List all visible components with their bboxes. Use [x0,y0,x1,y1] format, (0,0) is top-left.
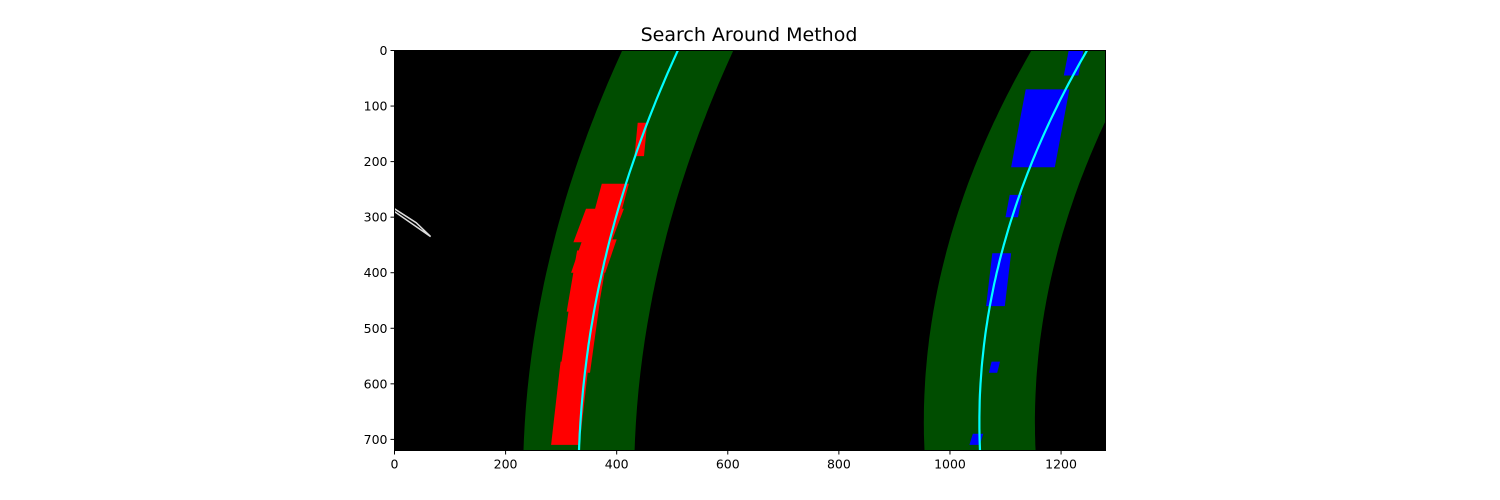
x-tick-label: 800 [827,457,851,472]
y-tick-label: 100 [364,99,388,114]
y-tick-label: 600 [364,376,388,391]
right-polynomial-fit-line [978,50,1088,451]
x-tick-label: 200 [494,457,518,472]
x-tick-label: 1200 [1045,457,1077,472]
right-lane-pixel-cluster-4 [988,361,1000,373]
x-tick-label: 1000 [934,457,966,472]
y-tick-label: 200 [364,154,388,169]
y-tick-label: 0 [380,43,388,58]
x-tick-label: 0 [391,457,399,472]
left-lane-pixel-cluster-5 [560,300,600,373]
y-tick-label: 400 [364,265,388,280]
plot-area [394,50,1106,451]
y-axis: 0 100 200 300 400 500 600 700 [364,43,395,447]
chart-title: Search Around Method [641,24,858,46]
x-tick-label: 400 [605,457,629,472]
y-tick-label: 300 [364,210,388,225]
noise-pixels-0 [394,208,432,238]
y-tick-label: 500 [364,321,388,336]
left-polynomial-fit-line [577,50,679,451]
y-tick-label: 700 [364,432,388,447]
x-axis: 0 200 400 600 800 1000 1200 [391,450,1077,472]
polynomial-fit-layer [577,50,1088,451]
plot-frame [394,50,1106,451]
x-tick-label: 600 [716,457,740,472]
right-lane-pixel-cluster-0 [1063,50,1084,76]
right-search-window [923,50,1106,451]
